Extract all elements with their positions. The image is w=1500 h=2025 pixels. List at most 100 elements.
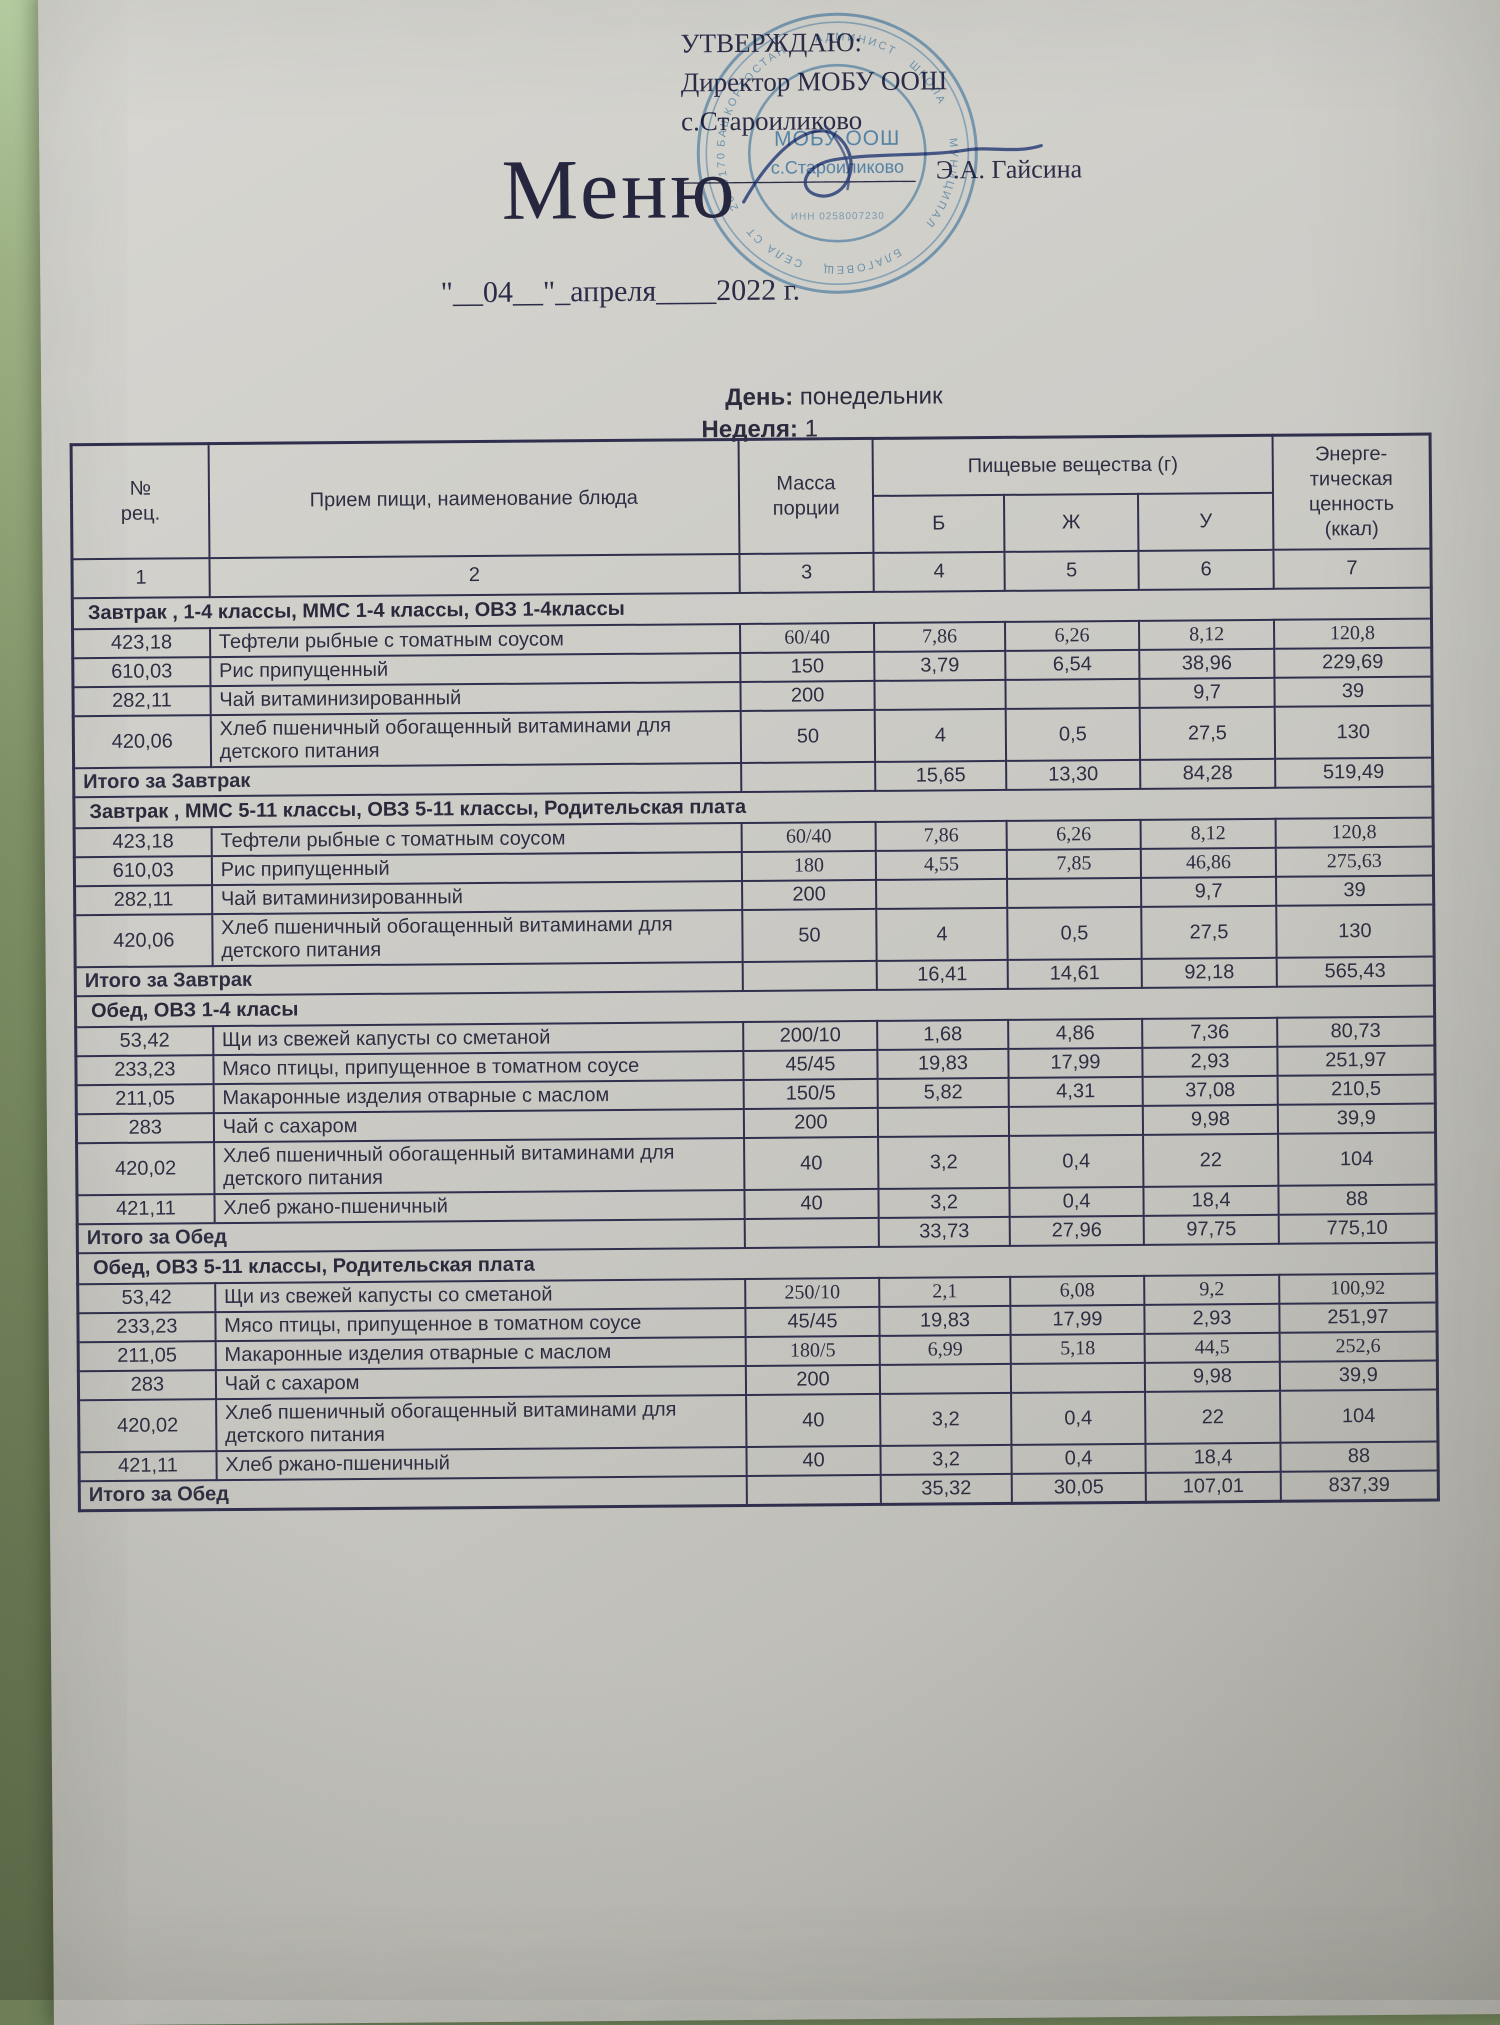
cell-dish: Хлеб ржано-пшеничный bbox=[214, 1189, 745, 1224]
cell-dish: Тефтели рыбные с томатным соусом bbox=[211, 822, 742, 857]
total-u: 97,75 bbox=[1143, 1214, 1279, 1245]
cell-dish: Щи из свежей капусты со сметаной bbox=[212, 1021, 744, 1056]
cell-u: 8,12 bbox=[1140, 818, 1276, 849]
cell-u: 9,98 bbox=[1143, 1104, 1278, 1135]
cell-b: 19,83 bbox=[879, 1305, 1011, 1336]
svg-text:БЛАГОВЕЩ: БЛАГОВЕЩ bbox=[821, 246, 904, 276]
cell-num: 610,03 bbox=[72, 657, 211, 688]
header-num: № рец. bbox=[71, 443, 210, 560]
total-zh: 14,61 bbox=[1007, 958, 1143, 989]
cell-b: 6,99 bbox=[879, 1334, 1011, 1365]
cell-num: 421,11 bbox=[76, 1194, 215, 1225]
total-kcal: 837,39 bbox=[1280, 1470, 1439, 1502]
total-u: 92,18 bbox=[1141, 957, 1277, 988]
cell-b: 4 bbox=[876, 907, 1008, 961]
col-number: 2 bbox=[209, 553, 740, 598]
cell-dish: Рис припущенный bbox=[209, 652, 741, 687]
cell-b: 3,79 bbox=[874, 650, 1006, 681]
cell-dish: Хлеб пшеничный обогащенный витаминами дл… bbox=[213, 1137, 745, 1195]
cell-kcal: 229,69 bbox=[1274, 647, 1432, 678]
cell-b: 5,82 bbox=[877, 1077, 1009, 1108]
cell-mass: 40 bbox=[743, 1136, 879, 1190]
cell-zh bbox=[1005, 678, 1140, 709]
page-title: Меню bbox=[501, 139, 738, 238]
total-label: Итого за Обед bbox=[79, 1475, 747, 1511]
cell-num: 420,02 bbox=[78, 1399, 217, 1453]
total-b: 33,73 bbox=[878, 1216, 1010, 1247]
cell-zh: 4,86 bbox=[1007, 1018, 1143, 1049]
cell-num: 211,05 bbox=[76, 1084, 214, 1115]
cell-u: 46,86 bbox=[1141, 847, 1276, 878]
cell-u: 9,7 bbox=[1139, 677, 1275, 708]
cell-u: 18,4 bbox=[1145, 1442, 1281, 1473]
cell-u: 18,4 bbox=[1143, 1185, 1279, 1216]
cell-mass: 180/5 bbox=[745, 1335, 881, 1366]
col-number: 1 bbox=[71, 558, 210, 599]
cell-kcal: 39,9 bbox=[1277, 1103, 1436, 1134]
cell-u: 27,5 bbox=[1141, 905, 1277, 959]
cell-mass: 200/10 bbox=[742, 1020, 878, 1051]
cell-b: 3,2 bbox=[880, 1444, 1012, 1475]
cell-b: 2,1 bbox=[879, 1276, 1011, 1307]
cell-dish: Чай витаминизированный bbox=[210, 681, 741, 716]
total-u: 107,01 bbox=[1145, 1471, 1281, 1503]
cell-b bbox=[880, 1363, 1011, 1394]
cell-kcal: 104 bbox=[1277, 1132, 1436, 1186]
cell-b: 3,2 bbox=[878, 1187, 1010, 1218]
col-number: 6 bbox=[1138, 549, 1274, 590]
cell-u: 22 bbox=[1143, 1133, 1279, 1187]
header-protein: Б bbox=[873, 495, 1005, 553]
day-value: понедельник bbox=[799, 382, 943, 411]
cell-kcal: 88 bbox=[1280, 1441, 1439, 1472]
cell-b: 1,68 bbox=[877, 1019, 1009, 1050]
cell-b: 3,2 bbox=[880, 1392, 1012, 1446]
cell-num: 610,03 bbox=[74, 856, 212, 887]
cell-u: 2,93 bbox=[1142, 1046, 1278, 1077]
paper-sheet: УТВЕРЖДАЮ: Директор МОБУ ООШ с.Староилик… bbox=[38, 0, 1500, 2025]
cell-zh bbox=[1006, 877, 1142, 908]
total-kcal: 565,43 bbox=[1276, 956, 1435, 987]
cell-dish: Мясо птицы, припущенное в томатном соусе bbox=[215, 1307, 746, 1342]
cell-mass: 200 bbox=[745, 1364, 881, 1395]
cell-dish: Хлеб пшеничный обогащенный витаминами дл… bbox=[210, 710, 741, 768]
cell-u: 9,98 bbox=[1145, 1361, 1280, 1392]
col-number: 7 bbox=[1273, 548, 1432, 589]
cell-b: 3,2 bbox=[878, 1135, 1010, 1189]
cell-zh: 0,4 bbox=[1011, 1443, 1146, 1474]
cell-zh: 0,4 bbox=[1008, 1134, 1144, 1188]
cell-zh: 7,85 bbox=[1006, 848, 1142, 879]
cell-kcal: 210,5 bbox=[1277, 1074, 1436, 1105]
approval-line1: УТВЕРЖДАЮ: bbox=[680, 27, 863, 59]
cell-mass bbox=[740, 761, 876, 792]
cell-kcal: 252,6 bbox=[1279, 1331, 1438, 1362]
menu-table-body: Завтрак , 1-4 классы, ММС 1-4 классы, ОВ… bbox=[72, 587, 1439, 1511]
header-carbs: У bbox=[1138, 492, 1274, 551]
cell-mass: 50 bbox=[742, 908, 877, 962]
cell-mass: 200 bbox=[743, 1107, 879, 1138]
cell-kcal: 130 bbox=[1276, 904, 1435, 958]
cell-mass bbox=[744, 1217, 880, 1248]
cell-u: 2,93 bbox=[1144, 1303, 1280, 1334]
total-zh: 30,05 bbox=[1011, 1472, 1147, 1504]
cell-zh: 0,4 bbox=[1009, 1186, 1144, 1217]
cell-dish: Чай с сахаром bbox=[213, 1108, 744, 1143]
header-energy: Энерге- тическая ценность (ккал) bbox=[1272, 434, 1431, 550]
cell-dish: Макаронные изделия отварные с маслом bbox=[215, 1336, 746, 1371]
cell-kcal: 130 bbox=[1274, 705, 1433, 759]
cell-zh bbox=[1008, 1105, 1144, 1136]
cell-b bbox=[878, 1106, 1009, 1137]
cell-zh: 0,5 bbox=[1005, 707, 1141, 761]
cell-mass: 150 bbox=[739, 651, 875, 682]
total-b: 16,41 bbox=[876, 959, 1008, 990]
cell-dish: Макаронные изделия отварные с маслом bbox=[213, 1079, 744, 1114]
cell-dish: Чай витаминизированный bbox=[211, 880, 743, 915]
total-zh: 27,96 bbox=[1009, 1215, 1145, 1246]
cell-num: 53,42 bbox=[77, 1283, 216, 1314]
day-row: День: понедельник bbox=[725, 380, 943, 414]
cell-u: 7,36 bbox=[1142, 1017, 1278, 1048]
cell-mass: 180 bbox=[741, 850, 877, 881]
cell-kcal: 120,8 bbox=[1275, 817, 1434, 848]
cell-dish: Хлеб пшеничный обогащенный витаминами дл… bbox=[215, 1394, 747, 1452]
cell-zh: 5,18 bbox=[1010, 1333, 1146, 1364]
cell-num: 421,11 bbox=[78, 1451, 217, 1482]
